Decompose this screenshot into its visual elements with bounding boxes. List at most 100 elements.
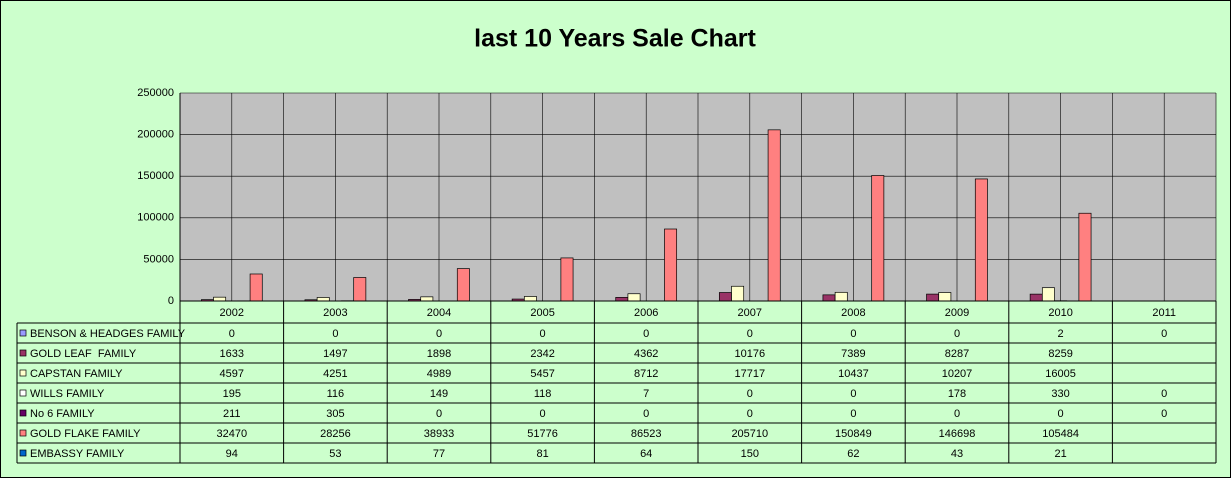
table-value: 10437 bbox=[838, 368, 869, 380]
table-value: 4362 bbox=[634, 348, 658, 360]
table-value: 38933 bbox=[424, 428, 455, 440]
table-value: 17717 bbox=[735, 368, 766, 380]
bar bbox=[249, 273, 263, 302]
legend-label: EMBASSY FAMILY bbox=[30, 448, 125, 460]
x-tick-label: 2004 bbox=[427, 307, 451, 319]
legend-label: GOLD LEAF FAMILY bbox=[30, 348, 137, 360]
table-value: 0 bbox=[1161, 388, 1167, 400]
legend-key bbox=[19, 389, 27, 397]
y-tick-label: 50000 bbox=[143, 253, 174, 265]
table-value: 8712 bbox=[634, 368, 658, 380]
table-value: 0 bbox=[747, 328, 753, 340]
bar bbox=[822, 294, 836, 302]
table-value: 94 bbox=[226, 448, 238, 460]
bar bbox=[353, 277, 367, 302]
table-value: 53 bbox=[329, 448, 341, 460]
table-value: 0 bbox=[747, 408, 753, 420]
table-value: 205710 bbox=[731, 428, 768, 440]
table-value: 77 bbox=[433, 448, 445, 460]
table-value: 21 bbox=[1054, 448, 1066, 460]
table-value: 0 bbox=[436, 328, 442, 340]
table-value: 0 bbox=[850, 408, 856, 420]
table-value: 32470 bbox=[217, 428, 248, 440]
x-tick-label: 2006 bbox=[634, 307, 658, 319]
table-value: 62 bbox=[847, 448, 859, 460]
x-tick-label: 2007 bbox=[738, 307, 762, 319]
y-tick-label: 250000 bbox=[137, 87, 174, 99]
x-tick-label: 2003 bbox=[323, 307, 347, 319]
table-value: 1633 bbox=[220, 348, 244, 360]
table-value: 81 bbox=[536, 448, 548, 460]
table-value: 149 bbox=[430, 388, 448, 400]
table-value: 0 bbox=[436, 408, 442, 420]
bar bbox=[731, 285, 745, 302]
table-value: 150849 bbox=[835, 428, 872, 440]
table-value: 10176 bbox=[735, 348, 766, 360]
bar bbox=[767, 129, 781, 302]
bar bbox=[871, 175, 885, 302]
table-value: 10207 bbox=[942, 368, 973, 380]
bar bbox=[938, 292, 952, 302]
y-tick-label: 100000 bbox=[137, 212, 174, 224]
y-tick-label: 200000 bbox=[137, 129, 174, 141]
legend-label: WILLS FAMILY bbox=[30, 388, 105, 400]
table-value: 0 bbox=[332, 328, 338, 340]
legend-key bbox=[19, 349, 27, 357]
bar bbox=[420, 296, 434, 302]
table-value: 64 bbox=[640, 448, 652, 460]
x-tick-label: 2005 bbox=[530, 307, 554, 319]
table-value: 146698 bbox=[939, 428, 976, 440]
legend-key bbox=[19, 429, 27, 437]
table-value: 0 bbox=[954, 408, 960, 420]
legend-key bbox=[19, 409, 27, 417]
table-value: 7 bbox=[643, 388, 649, 400]
legend-key bbox=[19, 369, 27, 377]
bar bbox=[1078, 212, 1092, 302]
table-value: 0 bbox=[850, 328, 856, 340]
table-value: 211 bbox=[223, 408, 241, 420]
table-value: 1898 bbox=[427, 348, 451, 360]
table-value: 195 bbox=[223, 388, 241, 400]
table-value: 118 bbox=[534, 388, 552, 400]
table-value: 0 bbox=[229, 328, 235, 340]
table-value: 28256 bbox=[320, 428, 351, 440]
x-tick-label: 2008 bbox=[841, 307, 865, 319]
table-value: 5457 bbox=[530, 368, 554, 380]
bar bbox=[974, 178, 988, 302]
bar bbox=[627, 293, 641, 302]
table-value: 0 bbox=[1161, 328, 1167, 340]
bar bbox=[456, 268, 470, 302]
table-value: 330 bbox=[1051, 388, 1069, 400]
table-value: 105484 bbox=[1042, 428, 1079, 440]
y-tick-label: 0 bbox=[168, 295, 174, 307]
bar bbox=[615, 297, 629, 302]
table-value: 2 bbox=[1058, 328, 1064, 340]
table-value: 0 bbox=[643, 328, 649, 340]
legend-label: GOLD FLAKE FAMILY bbox=[30, 428, 141, 440]
bar bbox=[213, 296, 227, 302]
legend-label: CAPSTAN FAMILY bbox=[30, 368, 123, 380]
table-value: 4989 bbox=[427, 368, 451, 380]
bar bbox=[834, 291, 848, 302]
table-value: 150 bbox=[741, 448, 759, 460]
table-value: 0 bbox=[954, 328, 960, 340]
table-value: 51776 bbox=[527, 428, 558, 440]
x-tick-label: 2011 bbox=[1152, 307, 1176, 319]
y-tick-label: 150000 bbox=[137, 170, 174, 182]
table-value: 8287 bbox=[945, 348, 969, 360]
table-value: 86523 bbox=[631, 428, 662, 440]
table-value: 0 bbox=[850, 388, 856, 400]
x-tick-label: 2009 bbox=[945, 307, 969, 319]
table-value: 0 bbox=[540, 328, 546, 340]
legend-key bbox=[19, 449, 27, 457]
table-value: 2342 bbox=[530, 348, 554, 360]
table-value: 0 bbox=[1161, 408, 1167, 420]
bar bbox=[1029, 293, 1043, 302]
table-value: 0 bbox=[747, 388, 753, 400]
x-tick-label: 2010 bbox=[1048, 307, 1072, 319]
table-value: 8259 bbox=[1048, 348, 1072, 360]
x-tick-label: 2002 bbox=[220, 307, 244, 319]
table-value: 178 bbox=[948, 388, 966, 400]
